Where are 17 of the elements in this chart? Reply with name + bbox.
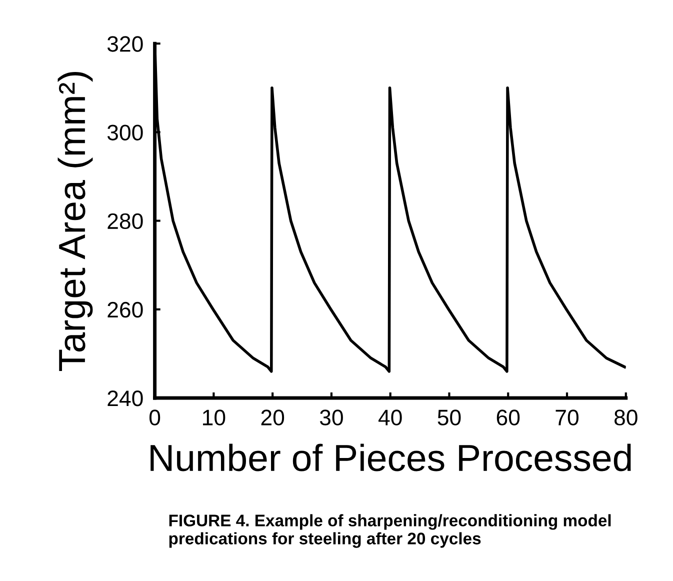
y-tick-label: 320 [107, 36, 143, 52]
x-tick-label: 40 [378, 410, 402, 426]
y-tick-label: 300 [107, 124, 143, 140]
x-tick-label: 30 [320, 410, 343, 426]
y-axis-title: Target Area (mm²) [58, 72, 93, 371]
y-tick-label: 240 [108, 390, 143, 406]
y-tick-label: 280 [108, 213, 143, 230]
x-tick-label: 70 [556, 410, 578, 426]
x-tick-label: 20 [261, 410, 284, 426]
x-axis-title: Number of Pieces Processed [150, 444, 631, 472]
x-tick-label: 0 [149, 410, 160, 426]
x-tick-label: 60 [496, 410, 520, 426]
x-tick-label: 80 [614, 410, 638, 426]
x-tick-label: 50 [438, 410, 461, 426]
caption: FIGURE 4. Example of sharpening/reconditioning model predications for steeling after 20 cycles [169, 514, 611, 548]
x-tick-label: 10 [203, 410, 226, 426]
y-tick-label: 260 [108, 302, 143, 318]
